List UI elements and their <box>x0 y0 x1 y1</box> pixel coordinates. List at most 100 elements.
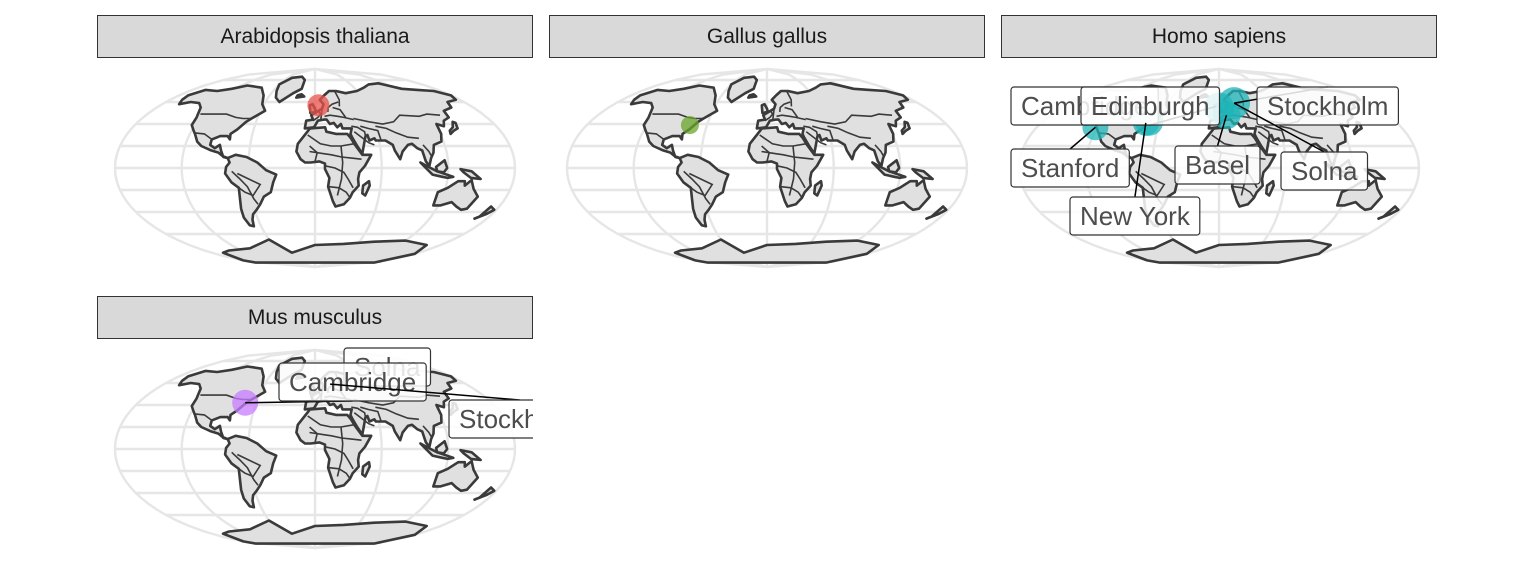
country-iceland <box>747 93 758 99</box>
country-antarctica <box>221 519 428 545</box>
city-label-box <box>1080 86 1221 126</box>
country-new-guinea <box>459 448 482 462</box>
country-border <box>803 125 819 137</box>
country-border <box>353 113 441 125</box>
country-uk <box>760 102 770 115</box>
facet-strip-title: Mus musculus <box>97 296 533 339</box>
country-new-zealand <box>473 205 496 220</box>
country-new-guinea <box>911 167 934 181</box>
country-border <box>353 131 375 146</box>
world-map: SolnaCambridgeStockholm <box>113 347 533 550</box>
country-border <box>776 165 806 189</box>
country-new-zealand <box>925 205 948 220</box>
country-border <box>812 125 834 141</box>
country-border <box>781 185 803 199</box>
country-border <box>805 131 827 146</box>
city-label-text: Stanford <box>1021 153 1119 183</box>
country-japan <box>448 120 459 136</box>
country-borneo <box>434 159 449 174</box>
country-border <box>309 426 319 443</box>
country-indonesia <box>419 161 455 180</box>
country-antarctica <box>1125 238 1332 264</box>
country-border <box>784 106 799 118</box>
point-layer <box>680 116 699 135</box>
country-border <box>683 170 711 205</box>
country-border <box>236 453 262 478</box>
city-label: Stockholm <box>330 383 533 439</box>
city-label: Basel <box>1174 114 1261 185</box>
country-south-america <box>223 434 278 509</box>
city-label-box <box>278 362 427 402</box>
facet-strip-title: Homo sapiens <box>1001 15 1437 58</box>
country-madagascar <box>1265 179 1275 197</box>
country-madagascar <box>813 179 823 197</box>
country-border <box>200 113 251 120</box>
world-map <box>113 67 517 269</box>
country-border <box>422 425 433 439</box>
country-north-america <box>629 84 719 160</box>
country-borneo <box>434 440 449 455</box>
country-border <box>1233 185 1255 199</box>
country-madagascar <box>361 179 371 197</box>
location-point <box>680 116 699 135</box>
country-border <box>776 114 806 121</box>
country-border <box>761 145 771 162</box>
country-border <box>1264 125 1286 141</box>
country-border <box>1257 131 1279 146</box>
city-label-text: Stockholm <box>459 404 533 434</box>
country-border <box>874 144 885 158</box>
country-indonesia <box>419 442 455 461</box>
city-label-text: Solna <box>1291 156 1358 186</box>
graticule-line <box>314 67 517 269</box>
country-border <box>231 451 259 486</box>
country-north-america <box>177 365 267 441</box>
country-border <box>788 145 796 196</box>
world-map <box>565 67 969 269</box>
graticule-line <box>113 348 316 550</box>
country-border <box>779 101 791 112</box>
country-border <box>193 413 213 422</box>
city-label: Stockholm <box>1233 86 1399 126</box>
country-border <box>422 144 433 158</box>
country-australia <box>884 178 932 212</box>
country-indonesia <box>871 161 907 180</box>
graticule-line <box>113 67 316 269</box>
country-border <box>764 110 774 122</box>
country-border <box>761 150 814 160</box>
country-border <box>309 150 362 160</box>
country-iceland <box>295 93 306 99</box>
city-label-box <box>1010 148 1130 188</box>
city-label: New York <box>1069 122 1201 236</box>
border-layer <box>193 90 441 205</box>
country-greenland <box>726 75 759 104</box>
country-japan <box>900 120 911 136</box>
country-border <box>329 185 351 199</box>
city-label: Cambridge <box>245 362 427 404</box>
country-border <box>193 132 213 141</box>
label-leader-line <box>330 383 520 401</box>
country-border <box>332 106 347 118</box>
label-layer: SolnaCambridgeStockholm <box>245 347 533 439</box>
country-border <box>307 134 354 147</box>
country-border <box>324 114 354 121</box>
facet-strip-title: Gallus gallus <box>549 15 985 58</box>
country-border <box>309 145 319 162</box>
city-label-box <box>1174 145 1261 185</box>
city-label-text: Edinburgh <box>1091 91 1210 121</box>
country-border <box>805 113 893 125</box>
city-label-box <box>1256 86 1399 126</box>
city-label: Edinburgh <box>1080 86 1221 126</box>
label-leader-line <box>1069 126 1096 150</box>
city-label-box <box>1069 196 1201 236</box>
country-eurasia <box>303 82 458 168</box>
city-label-box <box>448 399 533 439</box>
graticule-line <box>314 348 517 550</box>
country-border <box>336 145 344 196</box>
label-leader-line <box>1216 114 1228 147</box>
land-layer <box>629 75 948 264</box>
graticule <box>113 348 517 550</box>
country-border <box>1255 125 1271 137</box>
facet-strip-title: Arabidopsis thaliana <box>97 15 533 58</box>
graticule-line <box>766 67 969 269</box>
world-map: CambridgeEdinburghStockholmStanfordBasel… <box>1010 67 1421 269</box>
